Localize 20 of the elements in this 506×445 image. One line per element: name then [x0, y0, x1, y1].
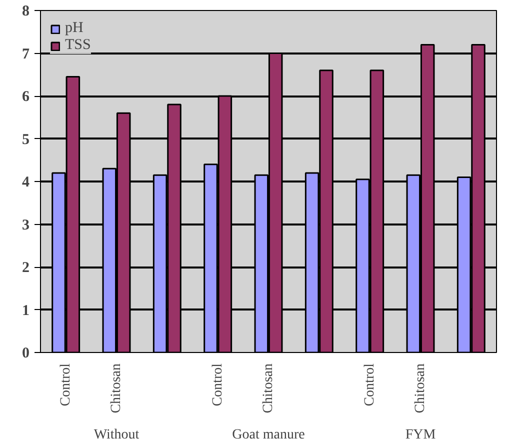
y-tick-label: 2 — [22, 260, 30, 276]
x-tick-label: Control — [58, 363, 74, 406]
x-tick-label: Control — [362, 363, 378, 406]
legend-label: pH — [65, 20, 84, 37]
y-tick-label: 6 — [22, 89, 30, 105]
legend-label: TSS — [65, 37, 91, 54]
y-tick-label: 3 — [22, 217, 30, 234]
text: Without — [94, 428, 140, 442]
y-tick-label: 1 — [22, 302, 30, 319]
y-tick-label: 7 — [22, 46, 30, 62]
y-tick-label: 5 — [22, 132, 30, 148]
y-tick-label: 4 — [22, 174, 30, 190]
y-tick-label: 8 — [22, 4, 30, 20]
x-tick-label: Chitosan — [413, 364, 428, 414]
text: FYM — [405, 428, 436, 442]
x-tick-label: Control — [210, 363, 226, 406]
x-tick-label: Chitosan — [109, 364, 124, 414]
text: Goat manure — [232, 428, 305, 442]
y-tick-label: 0 — [22, 346, 30, 362]
x-tick-label: Chitosan — [261, 364, 276, 414]
